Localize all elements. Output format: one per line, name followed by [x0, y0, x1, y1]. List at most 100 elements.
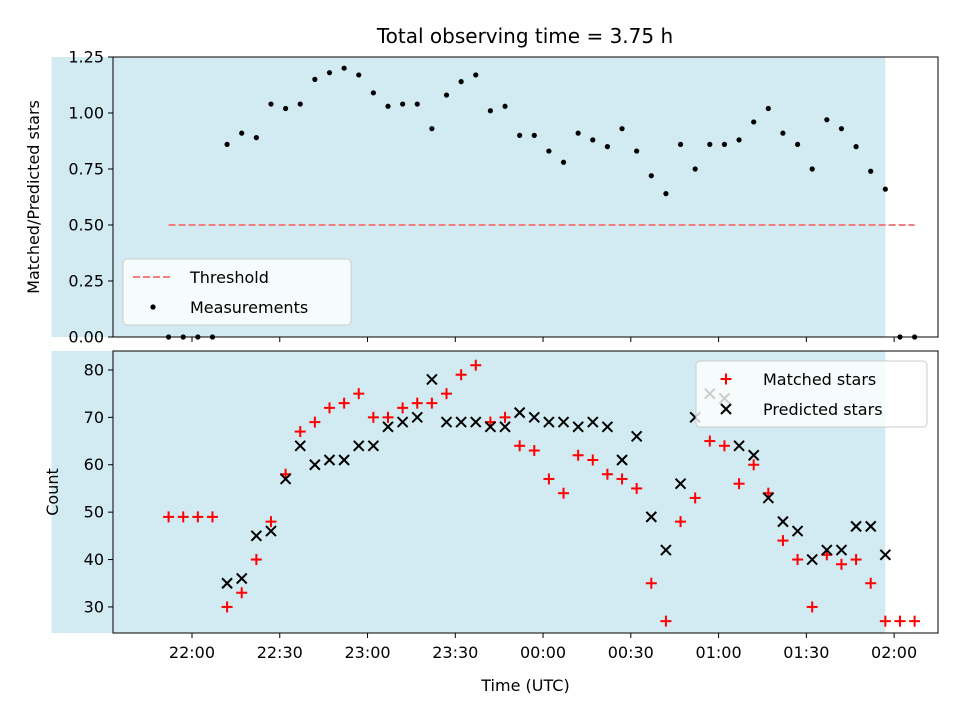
x-tick-label: 23:30 — [432, 643, 478, 662]
predicted-star-point — [455, 416, 467, 428]
measurement-point — [590, 137, 596, 143]
y-tick-label: 80 — [84, 360, 104, 379]
matched-star-point — [470, 359, 482, 371]
measurement-point — [663, 191, 669, 197]
predicted-star-point — [572, 421, 584, 433]
predicted-star-point — [279, 473, 292, 485]
matched-star-point — [792, 554, 804, 566]
measurement-point — [721, 141, 728, 147]
predicted-star-point — [309, 459, 321, 471]
predicted-star-point — [265, 525, 277, 537]
measurement-point — [677, 141, 684, 147]
legend-predicted-swatch — [720, 403, 732, 415]
matched-star-point — [645, 577, 657, 589]
measurement-point — [414, 101, 420, 107]
legend-measurement-swatch — [150, 304, 156, 310]
measurement-point — [224, 141, 230, 147]
x-axis-label: Time (UTC) — [480, 676, 569, 695]
y-tick-label: 30 — [84, 597, 104, 616]
predicted-star-point — [601, 421, 614, 433]
matched-star-point — [777, 535, 789, 547]
matched-star-point — [835, 558, 847, 570]
count-panel-frame — [112, 350, 939, 634]
predicted-star-point — [323, 454, 336, 466]
measurement-point — [824, 117, 830, 123]
measurement-point — [312, 76, 318, 82]
matched-star-point — [353, 388, 365, 400]
matched-star-point — [704, 435, 716, 447]
matched-star-point — [323, 402, 335, 414]
matched-star-point — [236, 587, 248, 599]
measurement-point — [794, 141, 801, 147]
matched-star-point — [397, 402, 409, 414]
matched-star-point — [748, 459, 760, 471]
predicted-star-point — [396, 416, 409, 428]
x-tick-label: 23:00 — [344, 643, 390, 662]
measurement-point — [531, 132, 537, 138]
matched-star-point — [455, 369, 467, 381]
measurement-point — [604, 144, 611, 150]
predicted-star-point — [426, 373, 438, 386]
y-tick-label: 0.25 — [68, 272, 104, 291]
predicted-star-point — [733, 440, 745, 452]
legend-matched-label: Matched stars — [763, 370, 876, 389]
matched-star-point — [163, 511, 175, 523]
measurement-point — [546, 148, 552, 154]
matched-star-point — [426, 397, 438, 409]
matched-star-point — [894, 615, 906, 627]
measurement-point — [882, 186, 888, 192]
measurement-point — [341, 65, 347, 71]
matched-star-point — [294, 426, 306, 438]
matched-star-point — [865, 577, 877, 589]
chart-title: Total observing time = 3.75 h — [376, 24, 673, 48]
matched-star-point — [543, 473, 555, 485]
measurement-point — [780, 130, 786, 136]
matched-star-point — [528, 445, 540, 457]
predicted-star-point — [821, 544, 833, 556]
matched-star-point — [850, 554, 862, 566]
predicted-star-point — [777, 515, 789, 528]
measurement-point — [297, 101, 303, 107]
matched-star-point — [192, 511, 204, 523]
measurement-point — [356, 72, 362, 78]
matched-star-point — [382, 411, 394, 423]
measurement-point — [634, 148, 640, 154]
matched-star-point — [879, 615, 891, 627]
legend-threshold-label: Threshold — [189, 268, 269, 287]
matched-star-point — [616, 473, 628, 485]
predicted-star-point — [806, 553, 818, 566]
y-tick-label: 1.25 — [68, 48, 104, 67]
predicted-star-point — [513, 406, 526, 419]
predicted-star-point — [879, 549, 892, 561]
predicted-star-point — [587, 416, 599, 428]
matched-star-point — [631, 482, 643, 494]
predicted-star-point — [294, 440, 306, 452]
x-tick-label: 22:30 — [257, 643, 303, 662]
legend-matched-swatch — [720, 373, 732, 385]
predicted-star-point — [630, 430, 643, 443]
predicted-star-point — [850, 520, 862, 533]
predicted-star-point — [865, 520, 877, 533]
measurement-point — [253, 135, 259, 141]
matched-star-point — [499, 411, 511, 423]
predicted-star-point — [382, 421, 394, 433]
measurement-point — [707, 141, 713, 147]
matched-star-point — [689, 492, 701, 504]
predicted-star-point — [543, 416, 555, 428]
matched-star-point — [441, 388, 453, 400]
y-tick-label: 0.75 — [68, 160, 104, 179]
predicted-star-point — [528, 411, 540, 424]
predicted-star-point — [411, 411, 423, 424]
predicted-star-point — [645, 511, 658, 523]
predicted-star-point — [791, 525, 804, 537]
x-tick-label: 01:30 — [783, 643, 829, 662]
matched-star-point — [514, 440, 526, 452]
measurement-point — [239, 130, 245, 136]
measurement-point — [400, 101, 406, 107]
ratio-panel: 0.00 0.25 0.50 0.75 1.00 1.25 Matched/Predicte… — [24, 48, 939, 347]
predicted-star-point — [674, 477, 687, 490]
measurement-point — [268, 101, 274, 107]
matched-star-point — [411, 397, 423, 409]
predicted-star-point — [484, 421, 497, 433]
